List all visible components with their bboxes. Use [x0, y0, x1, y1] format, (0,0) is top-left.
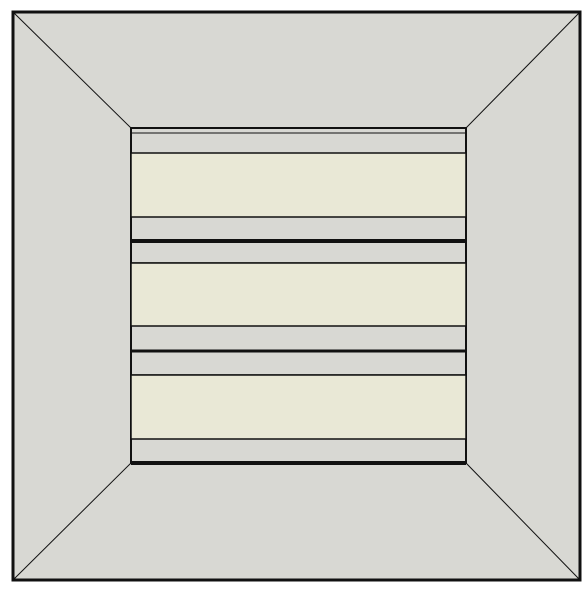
- perspective-line-bottom-right: [465, 462, 581, 581]
- shelf-panel-3: [130, 374, 467, 440]
- perspective-line-top-right: [465, 11, 581, 129]
- perspective-line-top-left: [12, 11, 132, 129]
- shelf-panel-2: [130, 262, 467, 327]
- perspective-line-bottom-left: [12, 462, 132, 581]
- shelf-panel-1: [130, 152, 467, 218]
